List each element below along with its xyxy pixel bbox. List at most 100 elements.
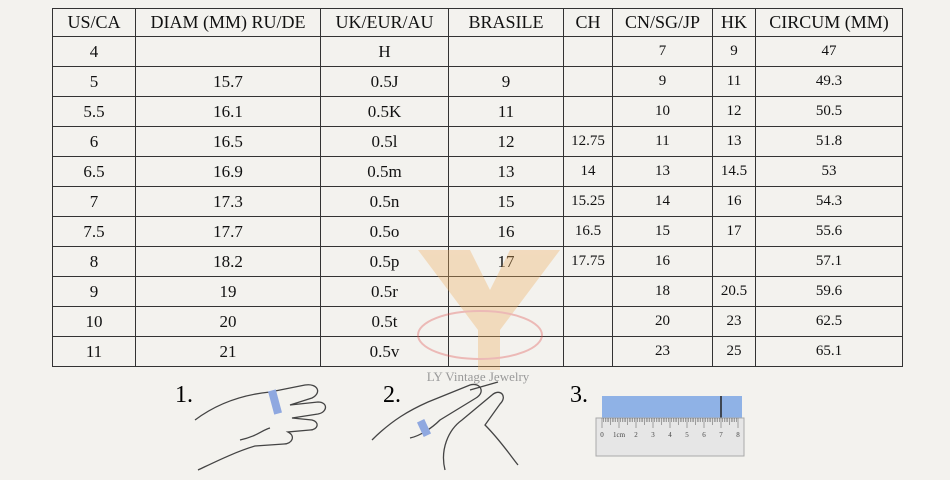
ruler-label: 8 [736,431,740,439]
table-cell: 21 [135,336,321,367]
ruler [595,417,745,457]
ruler-label: 7 [719,431,723,439]
table-cell [563,36,613,67]
table-cell: 23 [712,306,756,337]
table-cell: 5 [52,66,136,97]
hand-illustration [371,381,519,471]
hand-illustration [194,384,327,471]
header-row: US/CA DIAM (MM) RU/DE UK/EUR/AU BRASILE CH CN… [52,8,903,37]
table-cell: 9 [52,276,136,307]
table-row: 10 20 0.5t 20 23 62.5 [52,306,903,337]
table-cell [563,96,613,127]
table-cell: 62.5 [755,306,903,337]
table-cell: 7.5 [52,216,136,247]
table-row: 7.5 17.7 0.5o 16 16.5 15 17 55.6 [52,216,903,247]
column-header: US/CA [52,8,136,37]
table-cell: 5.5 [52,96,136,127]
table-row: 7 17.3 0.5n 15 15.25 14 16 54.3 [52,186,903,217]
table-cell: 0.5m [320,156,449,187]
table-cell: 4 [52,36,136,67]
table-cell: 10 [52,306,136,337]
table-cell: 13 [712,126,756,157]
table-row: 4 H 7 9 47 [52,36,903,67]
table-cell: 0.5K [320,96,449,127]
table-cell [563,66,613,97]
step-label: 3. [570,382,588,408]
table-cell: 57.1 [755,246,903,277]
table-cell: 18.2 [135,246,321,277]
table-cell: 16 [712,186,756,217]
table-cell [563,276,613,307]
table-cell: 16 [448,216,564,247]
table-cell: H [320,36,449,67]
table-cell: 49.3 [755,66,903,97]
ruler-ticks: 0 1cm 2 3 4 5 6 7 8 [600,418,740,439]
column-header: HK [712,8,756,37]
table-body: 4 H 7 9 47 5 15.7 0.5J 9 9 11 49.3 5.5 16.1 0.5K 11 10 12… [52,36,903,367]
table-cell: 0.5o [320,216,449,247]
table-cell [448,36,564,67]
table-row: 5.5 16.1 0.5K 11 10 12 50.5 [52,96,903,127]
paper-strip [602,396,742,418]
column-header: BRASILE [448,8,564,37]
ruler-label: 3 [651,431,655,439]
table-cell: 13 [448,156,564,187]
table-cell: 17 [448,246,564,277]
table-cell: 54.3 [755,186,903,217]
table-cell: 17.7 [135,216,321,247]
table-cell: 11 [448,96,564,127]
table-cell: 16.5 [135,126,321,157]
table-cell: 0.5p [320,246,449,277]
table-cell: 50.5 [755,96,903,127]
table-cell: 0.5l [320,126,449,157]
table-cell: 7 [612,36,713,67]
table-cell: 14.5 [712,156,756,187]
table-cell: 17.3 [135,186,321,217]
table-cell: 11 [712,66,756,97]
table-row: 9 19 0.5r 18 20.5 59.6 [52,276,903,307]
table-cell: 13 [612,156,713,187]
step-label: 2. [383,382,401,408]
table-cell [448,306,564,337]
column-header: CH [563,8,613,37]
table-cell: 0.5r [320,276,449,307]
table-row: 5 15.7 0.5J 9 9 11 49.3 [52,66,903,97]
ruler-label: 5 [685,431,689,439]
table-cell: 15 [448,186,564,217]
step-label: 1. [175,382,193,408]
table-cell: 12 [448,126,564,157]
ruler-label: 6 [702,431,706,439]
table-cell: 9 [612,66,713,97]
table-cell [563,336,613,367]
table-cell: 15.25 [563,186,613,217]
table-cell [563,306,613,337]
table-cell: 16.9 [135,156,321,187]
table-cell: 6.5 [52,156,136,187]
table-cell: 0.5n [320,186,449,217]
column-header: UK/EUR/AU [320,8,449,37]
column-header: CN/SG/JP [612,8,713,37]
table-cell: 65.1 [755,336,903,367]
watermark-text: LY Vintage Jewelry [427,369,530,384]
ruler-label: 2 [634,431,638,439]
table-cell: 15.7 [135,66,321,97]
table-cell: 9 [712,36,756,67]
ruler-label: 1cm [613,431,626,439]
table-cell [448,276,564,307]
table-cell: 17 [712,216,756,247]
size-table: US/CA DIAM (MM) RU/DE UK/EUR/AU BRASILE CH CN… [52,8,903,367]
ruler-label: 0 [600,431,604,439]
table-cell: 11 [52,336,136,367]
table-cell: 12.75 [563,126,613,157]
table-cell: 47 [755,36,903,67]
table-cell: 23 [612,336,713,367]
table-cell: 14 [563,156,613,187]
table-cell: 53 [755,156,903,187]
table-cell: 20 [612,306,713,337]
table-cell: 20 [135,306,321,337]
table-cell: 15 [612,216,713,247]
ruler-label: 4 [668,431,672,439]
table-cell: 11 [612,126,713,157]
column-header: CIRCUM (MM) [755,8,903,37]
